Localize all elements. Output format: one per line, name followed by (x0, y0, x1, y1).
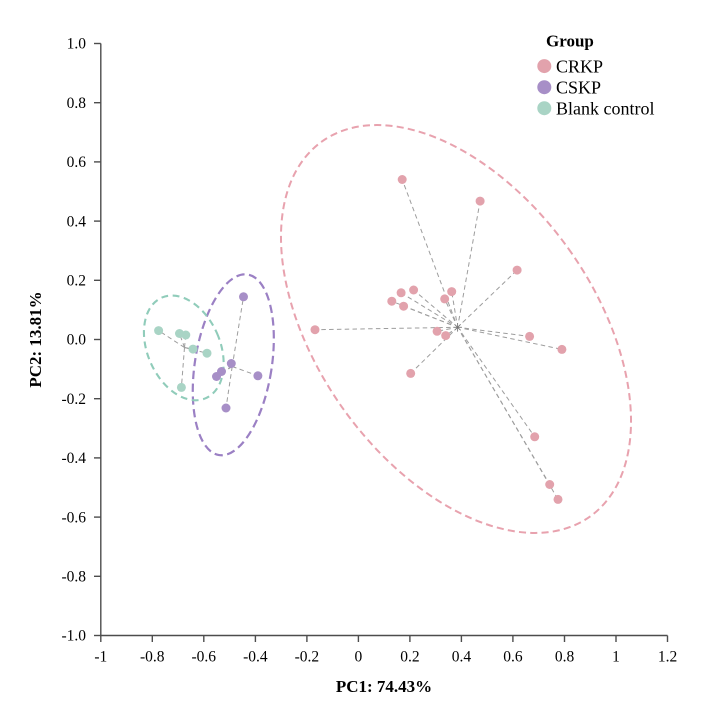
svg-text:0.2: 0.2 (400, 649, 419, 666)
svg-text:0: 0 (355, 649, 363, 666)
svg-text:Group: Group (546, 32, 594, 51)
svg-text:PC1: 74.43%: PC1: 74.43% (336, 677, 432, 696)
svg-text:-0.8: -0.8 (140, 649, 165, 666)
svg-text:-1: -1 (94, 649, 107, 666)
svg-text:-0.2: -0.2 (295, 649, 320, 666)
svg-text:0.0: 0.0 (67, 332, 87, 349)
svg-text:-0.4: -0.4 (61, 450, 86, 467)
svg-text:0.6: 0.6 (503, 649, 523, 666)
svg-text:0.2: 0.2 (67, 273, 86, 290)
svg-text:1: 1 (612, 649, 620, 666)
svg-text:-1.0: -1.0 (61, 628, 86, 645)
svg-text:Blank control: Blank control (556, 99, 654, 119)
svg-text:0.8: 0.8 (555, 649, 575, 666)
svg-text:-0.4: -0.4 (243, 649, 268, 666)
svg-text:-0.2: -0.2 (61, 391, 86, 408)
svg-text:1.0: 1.0 (67, 36, 87, 53)
svg-text:-0.6: -0.6 (61, 509, 86, 526)
svg-text:CRKP: CRKP (556, 57, 603, 77)
svg-text:0.4: 0.4 (67, 213, 87, 230)
svg-text:-0.6: -0.6 (192, 649, 217, 666)
svg-text:-0.8: -0.8 (61, 569, 86, 586)
svg-text:0.4: 0.4 (452, 649, 472, 666)
svg-text:1.2: 1.2 (658, 649, 677, 666)
svg-text:PC2: 13.81%: PC2: 13.81% (26, 291, 45, 387)
svg-text:CSKP: CSKP (556, 78, 601, 98)
svg-text:0.6: 0.6 (67, 154, 87, 171)
svg-text:0.8: 0.8 (67, 95, 87, 112)
